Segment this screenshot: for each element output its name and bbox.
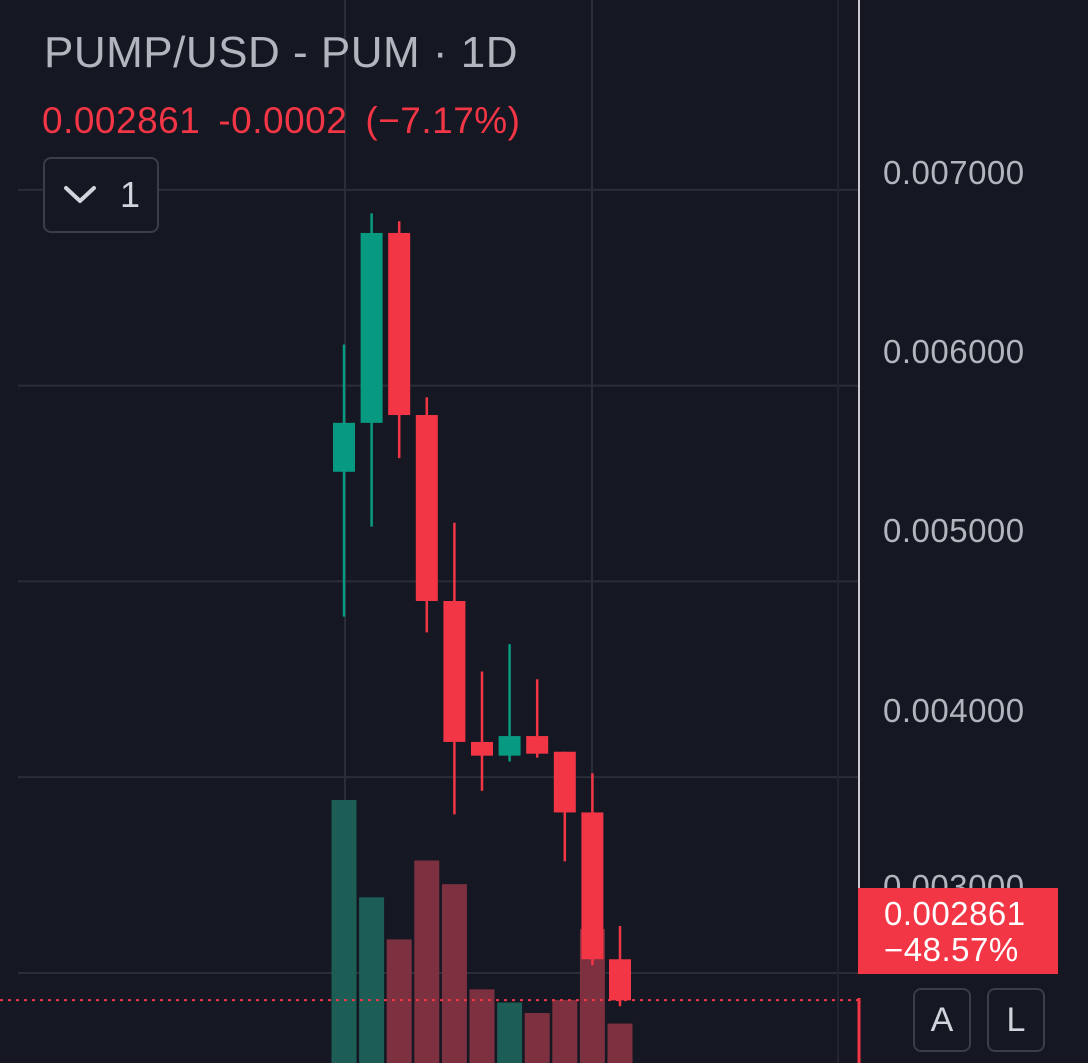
candle-body: [333, 422, 355, 472]
candles: [333, 213, 631, 1007]
last-price: 0.002861: [42, 100, 201, 141]
volume-bar: [331, 800, 357, 1063]
chevron-down-icon: [63, 186, 96, 203]
volume-bar: [607, 1023, 633, 1063]
candle-body: [415, 415, 438, 601]
volume-bar: [552, 999, 578, 1063]
current-price-value: 0.002861: [884, 895, 1026, 932]
total-change-percent: −48.57%: [884, 931, 1019, 968]
candle-body: [498, 736, 521, 756]
candle-body: [360, 232, 383, 423]
candle-body: [526, 736, 549, 754]
quote-line: 0.002861 -0.0002 (−7.17%): [42, 100, 539, 142]
auto-scale-button[interactable]: A: [913, 988, 971, 1052]
candle-body: [553, 751, 576, 813]
price-change-percent: (−7.17%): [365, 100, 521, 141]
indicators-toggle-button[interactable]: 1: [43, 157, 159, 233]
volume-bar: [441, 884, 467, 1063]
volume-bar: [414, 860, 440, 1063]
y-tick-label: 0.006000: [883, 333, 1025, 370]
y-tick-label: 0.005000: [883, 512, 1025, 549]
volume-bar: [359, 897, 385, 1063]
candle-body: [471, 741, 493, 756]
candle-body: [388, 232, 411, 416]
price-change: -0.0002: [218, 100, 348, 141]
candle-body: [443, 600, 466, 742]
candle-body: [581, 812, 604, 960]
volume-bars: [331, 800, 633, 1063]
y-tick-label: 0.007000: [883, 154, 1025, 191]
volume-bar: [469, 989, 495, 1063]
current-price-tag: 0.002861 −48.57%: [858, 888, 1058, 974]
indicator-count: 1: [119, 174, 141, 215]
volume-bar: [386, 939, 412, 1063]
symbol-title: PUMP/USD - PUM · 1D: [44, 28, 518, 77]
y-tick-label: 0.004000: [883, 692, 1025, 729]
log-scale-button[interactable]: L: [987, 988, 1045, 1052]
candle-body: [609, 959, 631, 1001]
volume-bar: [524, 1013, 550, 1063]
volume-bar: [497, 1002, 523, 1063]
